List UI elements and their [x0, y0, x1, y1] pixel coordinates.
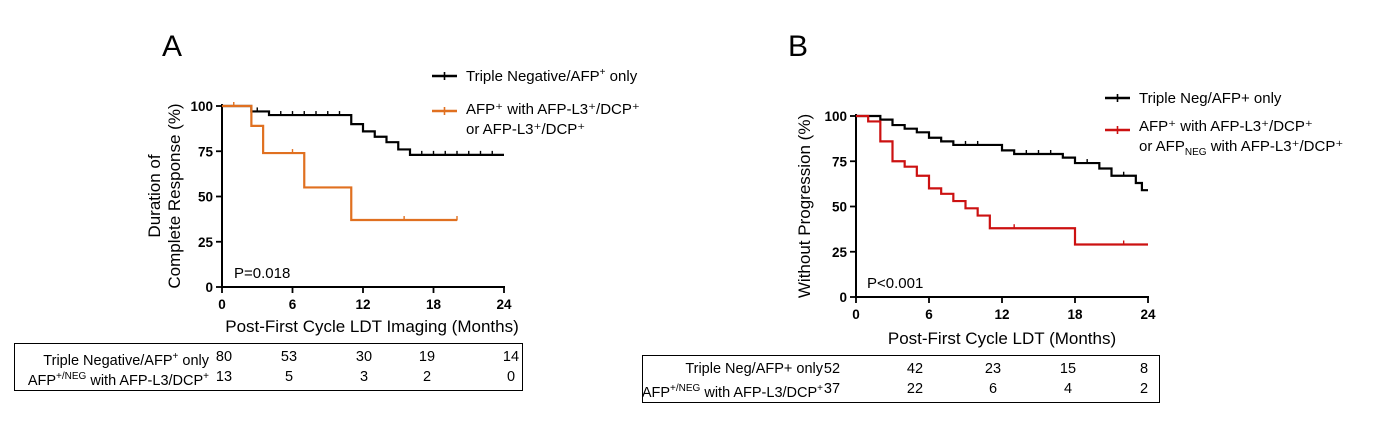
legend-a-entry-1: Triple Negative/AFP+ only: [466, 67, 638, 85]
y-tick-label-b-50: 50: [832, 200, 847, 215]
y-tick-label-b-0: 0: [839, 290, 847, 305]
risk-label-b-2-tail: with AFP-L3/DCP: [700, 384, 818, 401]
series-a: [222, 102, 504, 222]
y-tick-label-a-25: 25: [198, 235, 214, 250]
p-value-a: P=0.018: [234, 265, 290, 282]
y-tick-label-a-0: 0: [205, 280, 213, 295]
panel-label-a: A: [162, 30, 182, 63]
x-axis-title-b: Post-First Cycle LDT (Months): [888, 329, 1116, 348]
y-tick-label-a-75: 75: [198, 144, 214, 159]
legend-a-entry-2-line2: or AFP-L3⁺/DCP⁺: [466, 121, 585, 138]
risk-table-b: Triple Neg/AFP+ only 52 42 23 15 8 AFP+/…: [642, 355, 1160, 403]
risk-table-a: Triple Negative/AFP+ only 80 53 30 19 14…: [14, 343, 523, 391]
axes-b: 0 25 50 75 100 0 6 12 18 24: [824, 109, 1156, 322]
y-tick-label-b-25: 25: [832, 245, 848, 260]
risk-b-2-12: 6: [988, 381, 998, 397]
risk-label-a-1: Triple Negative/AFP+ only: [43, 347, 209, 371]
x-tick-label-b-18: 18: [1067, 307, 1083, 322]
legend-a: Triple Negative/AFP+ only AFP⁺ with AFP-…: [432, 67, 640, 138]
risk-label-b-2-sup2: +: [817, 383, 823, 394]
risk-b-2-0: 37: [823, 381, 841, 397]
risk-a-1-6: 53: [280, 349, 298, 365]
x-tick-label-b-0: 0: [852, 307, 860, 322]
legend-b: Triple Neg/AFP+ only AFP⁺ with AFP-L3⁺/D…: [1105, 90, 1343, 158]
x-tick-label-a-18: 18: [426, 297, 442, 312]
series-b: [856, 114, 1148, 246]
risk-a-1-18: 19: [418, 349, 436, 365]
risk-label-b-2-sup: +/NEG: [670, 383, 701, 394]
legend-a-entry-1-tail: only: [606, 68, 638, 85]
x-tick-label-a-12: 12: [355, 297, 370, 312]
axes-a: 0 25 50 75 100 0 6 12 18 24: [190, 99, 512, 312]
y-tick-label-b-75: 75: [832, 154, 848, 169]
panel-label-b: B: [788, 30, 808, 63]
legend-b-entry-2-line1: AFP⁺ with AFP-L3⁺/DCP⁺: [1139, 118, 1313, 135]
risk-a-2-18: 2: [422, 369, 432, 385]
legend-b-entry-2-line2-b: with AFP-L3⁺/DCP⁺: [1207, 138, 1344, 155]
p-value-b: P<0.001: [867, 275, 923, 292]
risk-b-2-18: 4: [1063, 381, 1073, 397]
risk-a-2-12: 3: [359, 369, 369, 385]
risk-a-2-0: 13: [215, 369, 233, 385]
risk-b-1-0: 52: [823, 361, 841, 377]
legend-a-entry-2-line1: AFP⁺ with AFP-L3⁺/DCP⁺: [466, 101, 640, 118]
risk-b-2-24: 2: [1139, 381, 1149, 397]
risk-b-1-6: 42: [906, 361, 924, 377]
x-tick-label-a-24: 24: [496, 297, 512, 312]
risk-row-b-1: Triple Neg/AFP+ only 52 42 23 15 8: [643, 359, 1159, 379]
y-axis-title-a-line2: Complete Response (%): [165, 103, 184, 288]
risk-a-2-24: 0: [506, 369, 516, 385]
legend-b-entry-2-line2-a: or AFP: [1139, 138, 1185, 155]
chart-a: A Duration of Complete Response (%) Post…: [145, 30, 640, 336]
x-tick-label-a-6: 6: [289, 297, 297, 312]
risk-b-1-12: 23: [984, 361, 1002, 377]
risk-b-2-6: 22: [906, 381, 924, 397]
legend-b-entry-1: Triple Neg/AFP+ only: [1139, 90, 1282, 107]
risk-label-b-2-base: AFP: [641, 384, 671, 401]
km-curve-a-2: [222, 104, 457, 222]
risk-label-a-1-tail: only: [178, 352, 209, 369]
legend-a-entry-1-sup: +: [600, 67, 606, 78]
risk-label-a-1-sup: +: [172, 351, 179, 362]
y-tick-label-b-100: 100: [824, 109, 847, 124]
legend-b-entry-2-line2: or AFPNEG with AFP-L3⁺/DCP⁺: [1139, 138, 1343, 158]
risk-label-b-2: AFP+/NEG with AFP-L3/DCP+: [642, 379, 823, 403]
risk-row-a-2: AFP+/NEG with AFP-L3/DCP+ 13 5 3 2 0: [15, 367, 522, 389]
km-curve-b-2: [856, 114, 1148, 246]
y-tick-label-a-100: 100: [190, 99, 213, 114]
km-curve-b-1: [856, 114, 1148, 192]
x-tick-label-b-12: 12: [994, 307, 1009, 322]
x-tick-label-b-24: 24: [1140, 307, 1156, 322]
risk-b-1-24: 8: [1139, 361, 1149, 377]
y-tick-label-a-50: 50: [198, 190, 213, 205]
y-axis-title-b: Without Progression (%): [795, 114, 814, 298]
x-axis-title-a: Post-First Cycle LDT Imaging (Months): [225, 317, 518, 336]
risk-a-2-6: 5: [284, 369, 294, 385]
risk-label-a-2-sup2: +: [203, 371, 209, 382]
risk-row-a-1: Triple Negative/AFP+ only 80 53 30 19 14: [15, 347, 522, 369]
risk-row-b-2: AFP+/NEG with AFP-L3/DCP+ 37 22 6 4 2: [642, 379, 1159, 401]
risk-label-a-2-tail: with AFP-L3/DCP: [86, 372, 204, 389]
risk-label-a-2-sup: +/NEG: [56, 371, 87, 382]
legend-b-entry-2-line2-sub: NEG: [1185, 147, 1207, 158]
risk-a-1-0: 80: [215, 349, 233, 365]
y-axis-title-a: Duration of Complete Response (%): [145, 103, 184, 288]
risk-label-a-1-base: Triple Negative/AFP: [43, 352, 173, 369]
y-axis-title-a-line1: Duration of: [145, 154, 164, 237]
x-tick-label-b-6: 6: [925, 307, 933, 322]
legend-a-entry-1-base: Triple Negative/AFP: [466, 68, 600, 85]
x-tick-label-a-0: 0: [218, 297, 226, 312]
risk-b-1-18: 15: [1059, 361, 1077, 377]
risk-label-b-1: Triple Neg/AFP+ only: [685, 361, 823, 377]
km-curve-a-1: [222, 104, 504, 156]
risk-label-a-2: AFP+/NEG with AFP-L3/DCP+: [28, 367, 209, 391]
risk-label-a-2-base: AFP: [27, 372, 57, 389]
risk-a-1-12: 30: [355, 349, 373, 365]
chart-b: B Without Progression (%) Post-First Cyc…: [788, 30, 1343, 348]
risk-a-1-24: 14: [502, 349, 520, 365]
